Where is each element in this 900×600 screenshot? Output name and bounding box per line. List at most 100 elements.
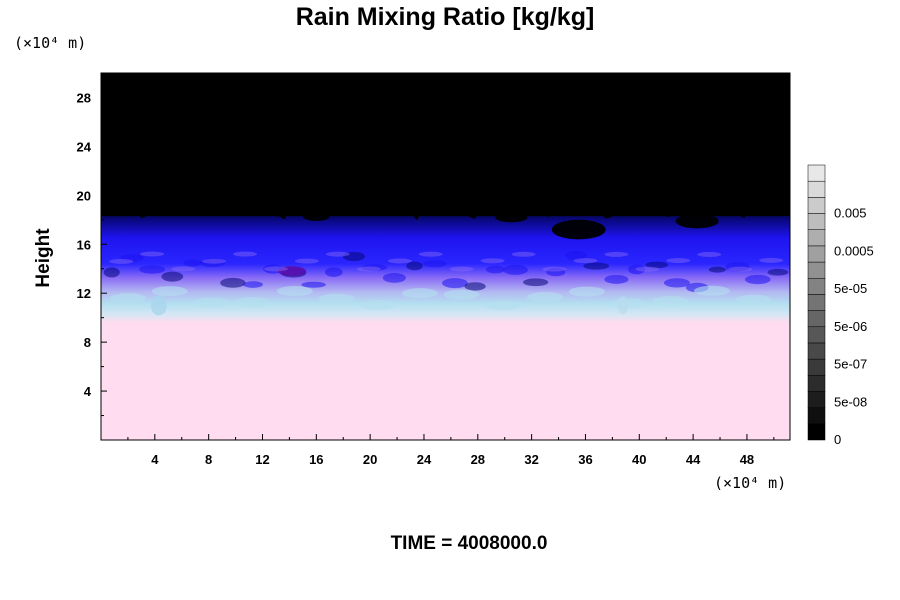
violet-streak — [666, 258, 691, 264]
dark-pocket — [495, 212, 528, 223]
colorbar-label: 5e-05 — [834, 281, 867, 296]
x-unit-label: (×10⁴ m) — [714, 474, 786, 492]
violet-streak — [542, 266, 567, 272]
x-axis: 4 8 12 16 20 24 28 32 36 40 44 48 — [127, 434, 775, 467]
violet-streak — [232, 251, 257, 257]
colorbar-label: 0.005 — [834, 206, 867, 221]
x-tick-label: 8 — [205, 452, 212, 467]
blue-billow — [663, 278, 690, 288]
x-tick-label: 20 — [363, 452, 377, 467]
violet-streak — [604, 251, 629, 257]
x-tick-label: 32 — [524, 452, 538, 467]
colorbar-label: 0.0005 — [834, 243, 874, 258]
light-blue-plume — [151, 286, 188, 297]
time-label: TIME = 4008000.0 — [391, 533, 548, 554]
colorbar-swatch — [807, 294, 826, 311]
violet-streak — [511, 251, 536, 257]
blue-billow — [708, 266, 726, 273]
colorbar-swatch — [807, 197, 826, 214]
violet-streak — [635, 266, 660, 272]
colorbar-swatch — [807, 261, 826, 279]
colorbar-swatch — [807, 407, 826, 425]
light-blue-plume — [318, 293, 355, 304]
colorbar-label: 5e-06 — [834, 319, 867, 334]
violet-streak — [759, 257, 784, 263]
blue-billow — [645, 261, 669, 269]
y-tick-label: 8 — [84, 335, 91, 350]
x-tick-label: 28 — [471, 452, 485, 467]
purple-blob — [278, 266, 307, 277]
x-tick-label: 12 — [255, 452, 269, 467]
blue-billow — [139, 265, 166, 274]
colorbar-swatch — [807, 164, 826, 182]
dark-pocket — [675, 213, 719, 229]
blue-billow — [120, 254, 144, 262]
y-tick-label: 20 — [77, 188, 91, 203]
upper-interface — [101, 73, 790, 221]
x-tick-label: 24 — [417, 452, 432, 467]
violet-streak — [418, 251, 443, 257]
blue-billow — [725, 261, 750, 272]
blue-billow — [502, 264, 528, 275]
light-blue-plume — [485, 300, 522, 311]
y-tick-label: 28 — [77, 90, 91, 105]
y-unit-label: (×10⁴ m) — [14, 34, 86, 52]
colorbar-swatch — [807, 277, 826, 295]
blue-billow — [565, 250, 587, 261]
blue-billow — [546, 267, 566, 277]
plot-area — [100, 72, 791, 441]
violet-streak — [356, 266, 381, 272]
violet-streak — [109, 258, 134, 264]
blue-billow — [628, 264, 646, 275]
colorbar-swatch — [807, 342, 826, 360]
x-tick-label: 4 — [151, 452, 159, 467]
colorbar-swatch — [807, 229, 826, 247]
dark-pocket — [302, 211, 330, 222]
colorbar-swatch — [807, 213, 826, 230]
y-tick-label: 16 — [77, 237, 91, 252]
light-blue-plume — [276, 285, 313, 296]
light-blue-plume — [735, 294, 772, 305]
colorbar-swatch — [807, 245, 826, 263]
light-blue-plume — [527, 291, 564, 302]
blue-billow — [220, 277, 246, 288]
blue-billow — [523, 278, 549, 287]
blue-billow — [243, 281, 263, 288]
colorbar-swatch — [807, 423, 826, 441]
violet-streak — [202, 258, 227, 264]
light-blue-plume — [401, 288, 438, 299]
y-tick-label: 24 — [77, 139, 92, 154]
blue-billow — [441, 278, 468, 289]
blue-billow — [604, 274, 629, 284]
blue-billow — [361, 264, 388, 271]
y-tick-label: 12 — [77, 286, 91, 301]
blue-billow — [324, 267, 343, 277]
violet-streak — [387, 258, 412, 264]
y-axis-label: Height — [33, 228, 54, 288]
light-blue-plume — [193, 297, 230, 308]
colorbar-swatch — [807, 326, 826, 344]
blue-billow — [183, 259, 202, 267]
violet-streak — [294, 258, 319, 264]
x-tick-label: 36 — [578, 452, 592, 467]
colorbar-swatch — [807, 310, 826, 328]
x-tick-label: 48 — [740, 452, 754, 467]
colorbar-label: 5e-07 — [834, 357, 867, 372]
violet-streak — [449, 266, 474, 272]
colorbar-label: 0 — [834, 432, 841, 447]
blue-billow — [583, 262, 610, 270]
violet-streak — [140, 251, 165, 257]
x-tick-label: 40 — [632, 452, 646, 467]
light-blue-plume — [610, 298, 647, 309]
blue-billow — [103, 267, 120, 278]
colorbar-label: 5e-08 — [834, 394, 867, 409]
blue-billow — [406, 261, 423, 271]
violet-streak — [325, 251, 350, 257]
violet-streak — [263, 266, 288, 272]
y-tick-label: 4 — [84, 384, 92, 399]
colorbar-swatch — [807, 391, 826, 408]
blue-billow — [161, 271, 184, 282]
dark-pocket — [551, 219, 606, 240]
light-blue-plume — [693, 285, 730, 296]
